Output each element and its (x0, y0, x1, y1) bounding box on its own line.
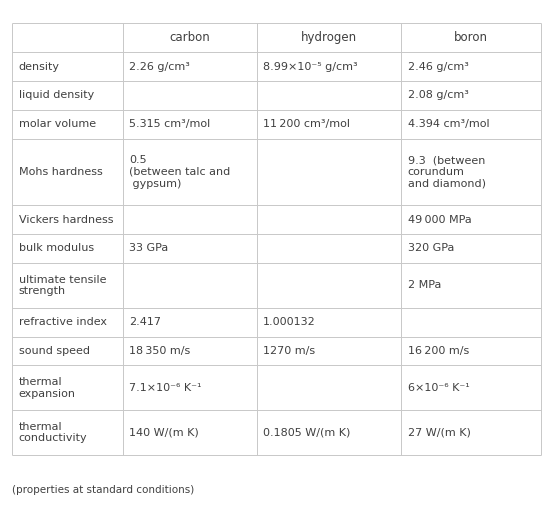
Text: molar volume: molar volume (19, 119, 96, 129)
Text: ultimate tensile
strength: ultimate tensile strength (19, 275, 106, 296)
Text: 11 200 cm³/mol: 11 200 cm³/mol (263, 119, 350, 129)
Text: 16 200 m/s: 16 200 m/s (408, 346, 469, 356)
Text: (properties at standard conditions): (properties at standard conditions) (12, 485, 194, 495)
Text: 0.1805 W/(m K): 0.1805 W/(m K) (263, 428, 351, 437)
Text: carbon: carbon (169, 31, 210, 44)
Text: 1.000132: 1.000132 (263, 317, 316, 327)
Text: Mohs hardness: Mohs hardness (19, 167, 102, 177)
Text: thermal
conductivity: thermal conductivity (19, 422, 87, 444)
Text: 2 MPa: 2 MPa (408, 280, 441, 291)
Text: sound speed: sound speed (19, 346, 90, 356)
Text: 18 350 m/s: 18 350 m/s (129, 346, 191, 356)
Text: boron: boron (454, 31, 488, 44)
Text: 6×10⁻⁶ K⁻¹: 6×10⁻⁶ K⁻¹ (408, 383, 470, 393)
Text: 2.46 g/cm³: 2.46 g/cm³ (408, 62, 468, 71)
Text: 2.08 g/cm³: 2.08 g/cm³ (408, 90, 468, 100)
Text: Vickers hardness: Vickers hardness (19, 215, 113, 224)
Text: 8.99×10⁻⁵ g/cm³: 8.99×10⁻⁵ g/cm³ (263, 62, 358, 71)
Text: bulk modulus: bulk modulus (19, 244, 94, 253)
Text: density: density (19, 62, 60, 71)
Text: 33 GPa: 33 GPa (129, 244, 169, 253)
Text: 49 000 MPa: 49 000 MPa (408, 215, 472, 224)
Text: 320 GPa: 320 GPa (408, 244, 454, 253)
Text: 1270 m/s: 1270 m/s (263, 346, 315, 356)
Text: thermal
expansion: thermal expansion (19, 377, 75, 399)
Text: 4.394 cm³/mol: 4.394 cm³/mol (408, 119, 489, 129)
Text: 2.26 g/cm³: 2.26 g/cm³ (129, 62, 190, 71)
Text: 27 W/(m K): 27 W/(m K) (408, 428, 471, 437)
Text: 2.417: 2.417 (129, 317, 162, 327)
Text: hydrogen: hydrogen (301, 31, 357, 44)
Text: liquid density: liquid density (19, 90, 94, 100)
Text: refractive index: refractive index (19, 317, 106, 327)
Text: 9.3  (between
corundum
and diamond): 9.3 (between corundum and diamond) (408, 156, 486, 189)
Text: 0.5
(between talc and
 gypsum): 0.5 (between talc and gypsum) (129, 156, 230, 189)
Text: 140 W/(m K): 140 W/(m K) (129, 428, 199, 437)
Text: 5.315 cm³/mol: 5.315 cm³/mol (129, 119, 211, 129)
Text: 7.1×10⁻⁶ K⁻¹: 7.1×10⁻⁶ K⁻¹ (129, 383, 202, 393)
